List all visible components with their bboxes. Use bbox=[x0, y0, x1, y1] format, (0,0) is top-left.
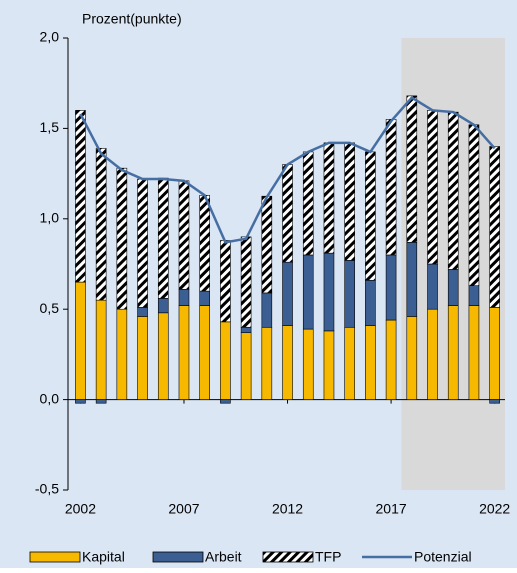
bar-segment bbox=[385, 119, 397, 256]
bar-segment bbox=[344, 326, 355, 400]
bar-segment bbox=[75, 399, 86, 404]
bar-segment bbox=[75, 110, 86, 283]
bar-segment bbox=[240, 332, 252, 400]
bar-segment bbox=[302, 254, 314, 330]
bar-segment bbox=[220, 321, 231, 400]
bar-segment bbox=[157, 298, 169, 314]
x-tick-label: 2017 bbox=[376, 501, 407, 517]
x-tick-label: 2022 bbox=[479, 501, 510, 517]
bar-segment bbox=[365, 279, 376, 326]
bar-segment bbox=[427, 308, 438, 400]
bar-segment bbox=[323, 330, 335, 400]
bar-segment bbox=[75, 281, 86, 400]
line-series bbox=[79, 96, 496, 244]
bar-segment bbox=[468, 285, 480, 306]
bar-segment bbox=[447, 305, 459, 400]
bar-segment bbox=[178, 180, 190, 290]
y-tick-label: 0,5 bbox=[40, 300, 60, 316]
bar-segment bbox=[199, 290, 210, 306]
legend-swatch bbox=[29, 551, 81, 563]
bar-segment bbox=[406, 95, 418, 243]
bar-segment bbox=[261, 195, 273, 294]
bar-segment bbox=[199, 194, 210, 292]
legend-label: Potenzial bbox=[414, 549, 472, 565]
y-axis-label: Prozent(punkte) bbox=[82, 11, 182, 27]
bar-segment bbox=[157, 312, 169, 400]
bar-segment bbox=[489, 307, 500, 400]
legend-label: Arbeit bbox=[205, 549, 242, 565]
bar-segment bbox=[199, 305, 210, 400]
bar-segment bbox=[261, 326, 273, 400]
y-tick-label: 2,0 bbox=[40, 29, 60, 45]
bar-segment bbox=[178, 289, 190, 306]
legend-swatch bbox=[152, 551, 204, 563]
bar-segment bbox=[365, 325, 376, 400]
bar-segment bbox=[406, 242, 418, 317]
bar-segment bbox=[157, 177, 169, 299]
bar-segment bbox=[489, 146, 500, 308]
bar-segment bbox=[344, 142, 355, 261]
legend-label: TFP bbox=[315, 549, 341, 565]
bar-segment bbox=[385, 319, 397, 400]
legend-swatch bbox=[262, 551, 314, 563]
bar-segment bbox=[365, 151, 376, 281]
bar-segment bbox=[178, 305, 190, 400]
x-tick-label: 2007 bbox=[168, 501, 199, 517]
x-tick-label: 2002 bbox=[65, 501, 96, 517]
bar-segment bbox=[427, 263, 438, 310]
bar-segment bbox=[95, 399, 107, 404]
y-tick-label: 0,0 bbox=[40, 390, 60, 406]
bar-segment bbox=[447, 111, 459, 270]
bar-segment bbox=[385, 254, 397, 321]
bar-segment bbox=[406, 316, 418, 400]
y-tick-label: 1,0 bbox=[40, 210, 60, 226]
bar-segment bbox=[220, 240, 231, 323]
bar-segment bbox=[95, 147, 107, 301]
bar-segment bbox=[137, 178, 148, 308]
bar-segment bbox=[427, 110, 438, 265]
bar-segment bbox=[447, 269, 459, 306]
legend-label: Kapital bbox=[82, 549, 125, 565]
bar-segment bbox=[240, 236, 252, 328]
bar-segment bbox=[282, 164, 293, 263]
bar-segment bbox=[282, 325, 293, 400]
y-tick-label: 1,5 bbox=[40, 119, 60, 135]
bar-segment bbox=[261, 292, 273, 328]
bar-segment bbox=[468, 124, 480, 286]
bar-segment bbox=[302, 151, 314, 256]
y-tick-label: -0,5 bbox=[35, 481, 59, 497]
bar-segment bbox=[137, 316, 148, 400]
bar-segment bbox=[95, 299, 107, 400]
bar-segment bbox=[116, 308, 128, 400]
bar-segment bbox=[137, 307, 148, 317]
bar-segment bbox=[302, 328, 314, 400]
bar-segment bbox=[489, 399, 500, 404]
x-tick-label: 2012 bbox=[272, 501, 303, 517]
bar-segment bbox=[323, 252, 335, 332]
bar-segment bbox=[323, 142, 335, 254]
bar-segment bbox=[468, 305, 480, 400]
bar-segment bbox=[282, 261, 293, 326]
bar-segment bbox=[344, 260, 355, 328]
bar-segment bbox=[240, 326, 252, 334]
bar-segment bbox=[116, 167, 128, 310]
bar-segment bbox=[220, 399, 231, 404]
